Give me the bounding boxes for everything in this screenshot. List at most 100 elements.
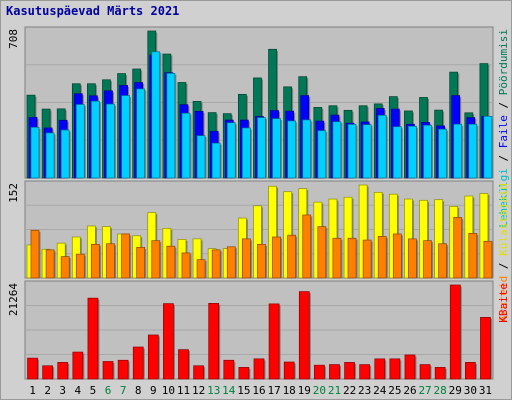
bar <box>438 243 447 279</box>
bar <box>242 127 251 179</box>
bar <box>30 229 40 279</box>
bar <box>347 237 357 279</box>
bar <box>87 297 99 380</box>
bar <box>392 233 402 279</box>
legend-entry: / <box>497 95 510 115</box>
bar <box>298 291 310 380</box>
day-tick-label: 23 <box>358 384 371 397</box>
chart-title: Kasutuspäevad Märts 2021 <box>6 4 180 18</box>
bar <box>453 217 463 279</box>
bar <box>377 236 387 279</box>
legend-entry: Aruteid <box>497 276 510 322</box>
bar <box>106 243 115 279</box>
bar <box>30 126 40 179</box>
legend-entry: KBaite <box>497 283 510 323</box>
bar <box>42 365 53 380</box>
bar <box>257 243 266 279</box>
bar <box>465 362 476 380</box>
bar <box>27 357 38 380</box>
day-tick-label: 28 <box>434 384 447 397</box>
day-tick-label: 29 <box>449 384 462 397</box>
bar <box>317 226 327 279</box>
bar <box>166 245 176 279</box>
bar <box>91 243 100 279</box>
bar <box>344 362 355 380</box>
bar <box>283 361 295 380</box>
bar <box>45 249 55 279</box>
bar <box>453 123 463 179</box>
series-legend: Aruteid / Külastajaid <box>497 183 510 322</box>
legend-entry: Lehekülgi <box>497 168 510 228</box>
bar <box>332 121 342 179</box>
day-tick-label: 17 <box>267 384 280 397</box>
bar <box>374 358 386 380</box>
bar <box>132 346 144 380</box>
bar <box>423 240 432 279</box>
bar <box>347 124 357 179</box>
bar <box>60 129 70 179</box>
day-tick-label: 30 <box>464 384 477 397</box>
bar <box>314 364 325 380</box>
day-tick-label: 18 <box>283 384 296 397</box>
series-legend: KBaite <box>497 283 510 323</box>
bar <box>193 365 204 380</box>
bar <box>151 51 161 179</box>
bar <box>408 125 417 179</box>
day-tick-label: 12 <box>192 384 205 397</box>
legend-entry: / <box>497 256 510 276</box>
bar <box>226 246 236 279</box>
bar <box>332 237 342 279</box>
day-tick-label: 27 <box>418 384 431 397</box>
bar <box>72 351 84 380</box>
bar <box>389 358 401 380</box>
day-tick-label: 14 <box>222 384 236 397</box>
bar <box>253 358 265 380</box>
bar <box>208 303 220 380</box>
bar <box>178 349 189 380</box>
day-tick-label: 22 <box>343 384 356 397</box>
day-tick-label: 16 <box>252 384 265 397</box>
bar <box>449 284 461 380</box>
bar <box>362 124 372 179</box>
day-tick-label: 15 <box>237 384 250 397</box>
day-tick-label: 13 <box>207 384 220 397</box>
bar <box>106 103 115 179</box>
ymax-label: 152 <box>7 183 20 203</box>
bar <box>329 364 340 380</box>
day-tick-label: 9 <box>150 384 157 397</box>
day-tick-label: 31 <box>479 384 492 397</box>
bar <box>257 117 266 179</box>
bar <box>75 104 85 179</box>
bar <box>121 95 130 179</box>
bar <box>468 123 478 179</box>
bar <box>75 253 85 279</box>
bar <box>302 214 312 279</box>
day-tick-label: 20 <box>313 384 326 397</box>
bar <box>302 119 312 179</box>
bar <box>468 232 478 279</box>
bar <box>408 238 417 279</box>
bar <box>434 367 446 380</box>
day-tick-label: 25 <box>388 384 401 397</box>
bar <box>91 100 100 179</box>
bar <box>287 234 296 279</box>
day-tick-label: 24 <box>373 384 387 397</box>
legend-entry: Faile <box>497 115 510 148</box>
bar <box>60 256 70 279</box>
bar <box>57 362 69 380</box>
bar <box>272 118 281 179</box>
bar <box>151 240 161 279</box>
bar <box>242 238 251 279</box>
bar <box>272 236 281 279</box>
bar <box>438 128 447 179</box>
bar <box>480 317 491 380</box>
bar <box>196 135 206 179</box>
legend-entry: Külastajaid <box>497 183 510 256</box>
bar <box>223 359 235 380</box>
legend-entry: / <box>497 148 510 168</box>
day-tick-label: 10 <box>162 384 175 397</box>
day-tick-label: 26 <box>403 384 416 397</box>
bar <box>166 73 176 179</box>
series-legend: Lehekülgi / Faile / Pöördumisi <box>497 29 510 228</box>
